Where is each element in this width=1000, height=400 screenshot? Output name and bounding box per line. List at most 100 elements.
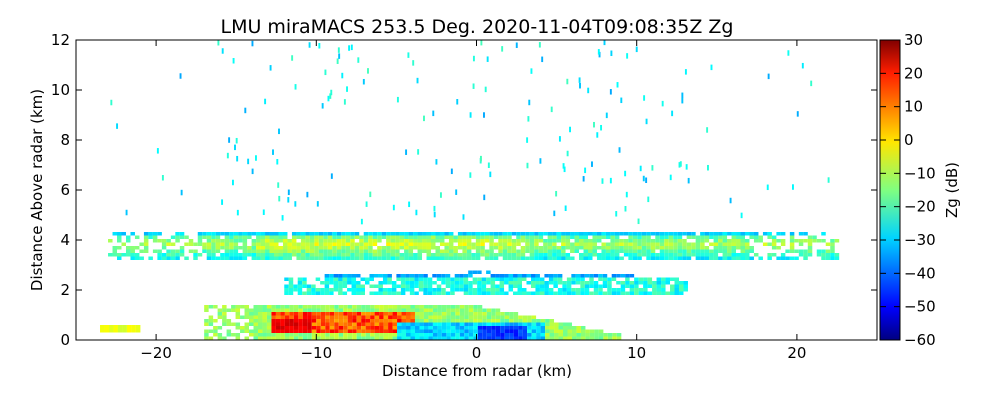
echo-cell xyxy=(731,253,737,257)
echo-cell xyxy=(130,246,135,250)
echo-cell xyxy=(522,333,528,337)
echo-cell xyxy=(652,288,657,292)
echo-cell xyxy=(486,277,491,281)
echo-cell xyxy=(527,329,532,333)
echo-cell xyxy=(500,329,505,333)
echo-cell xyxy=(395,232,400,236)
colorbar-tick-label: −20 xyxy=(904,198,936,216)
echo-cell xyxy=(472,270,478,274)
echo-cell xyxy=(161,246,167,250)
echo-cell xyxy=(682,246,687,250)
echo-cell xyxy=(431,232,436,236)
echo-cell xyxy=(789,235,795,239)
echo-cell xyxy=(446,326,451,330)
echo-cell xyxy=(489,239,494,243)
echo-cell xyxy=(525,249,530,253)
echo-cell xyxy=(166,256,171,260)
echo-cell xyxy=(351,274,357,278)
echo-cell xyxy=(536,333,541,337)
echo-cell xyxy=(208,329,214,333)
echo-cell xyxy=(549,333,555,337)
echo-cell xyxy=(217,326,223,330)
echo-cell xyxy=(377,253,382,257)
echo-cell xyxy=(368,256,373,260)
echo-cell xyxy=(175,239,180,243)
echo-cell xyxy=(529,235,535,239)
echo-cell xyxy=(406,312,411,316)
echo-cell xyxy=(329,333,335,337)
echo-cell xyxy=(345,232,351,236)
echo-cell xyxy=(262,315,267,319)
echo-cell xyxy=(789,239,795,243)
echo-cell xyxy=(673,256,678,260)
echo-cell xyxy=(740,246,745,250)
echo-cell xyxy=(629,291,635,295)
echo-cell xyxy=(558,322,564,326)
echo-cell xyxy=(686,249,692,253)
echo-cell xyxy=(645,118,648,125)
echo-cell xyxy=(647,281,653,285)
echo-cell xyxy=(357,57,360,63)
echo-cell xyxy=(253,319,258,323)
echo-cell xyxy=(543,239,548,243)
echo-cell xyxy=(441,312,447,316)
colorbar-tick-label: −60 xyxy=(904,331,936,349)
echo-cell xyxy=(278,232,283,236)
echo-cell xyxy=(620,288,626,292)
echo-cell xyxy=(592,253,597,257)
echo-cell xyxy=(293,319,299,323)
echo-cell xyxy=(771,235,777,239)
echo-cell xyxy=(736,256,741,260)
echo-cell xyxy=(383,315,389,319)
echo-cell xyxy=(674,291,679,295)
echo-cell xyxy=(628,232,633,236)
echo-cell xyxy=(670,288,675,292)
echo-cell xyxy=(518,322,523,326)
echo-cell xyxy=(275,319,281,323)
echo-cell xyxy=(329,312,335,316)
echo-cell xyxy=(188,239,194,243)
echo-cell xyxy=(516,232,521,236)
echo-cell xyxy=(582,176,585,182)
echo-cell xyxy=(563,333,568,337)
echo-cell xyxy=(352,305,357,309)
echo-cell xyxy=(413,239,418,243)
echo-cell xyxy=(628,235,633,239)
echo-cell xyxy=(638,281,644,285)
echo-cell xyxy=(274,256,279,260)
echo-cell xyxy=(575,274,581,278)
echo-cell xyxy=(278,256,283,260)
echo-cell xyxy=(170,242,176,246)
echo-cell xyxy=(552,253,557,257)
echo-cell xyxy=(405,274,410,278)
echo-cell xyxy=(441,308,447,312)
echo-cell xyxy=(327,253,333,257)
echo-cell xyxy=(365,308,371,312)
echo-cell xyxy=(249,333,254,337)
echo-cell xyxy=(437,308,442,312)
echo-cell xyxy=(677,246,683,250)
echo-cell xyxy=(700,249,705,253)
echo-cell xyxy=(446,336,451,340)
echo-cell xyxy=(776,232,781,236)
echo-cell xyxy=(433,205,436,212)
echo-cell xyxy=(307,326,312,330)
echo-cell xyxy=(457,256,463,260)
echo-cell xyxy=(473,333,478,337)
echo-cell xyxy=(498,242,503,246)
echo-cell xyxy=(668,235,674,239)
echo-cell xyxy=(381,232,387,236)
echo-cell xyxy=(231,333,236,337)
echo-cell xyxy=(466,239,472,243)
echo-cell xyxy=(614,256,620,260)
echo-cell xyxy=(639,165,642,172)
echo-cell xyxy=(585,336,590,340)
echo-cell xyxy=(565,239,571,243)
echo-cell xyxy=(383,329,389,333)
echo-cell xyxy=(623,253,629,257)
echo-cell xyxy=(830,239,835,243)
echo-cell xyxy=(293,333,299,337)
echo-cell xyxy=(525,256,530,260)
echo-cell xyxy=(356,284,361,288)
echo-cell xyxy=(401,322,407,326)
